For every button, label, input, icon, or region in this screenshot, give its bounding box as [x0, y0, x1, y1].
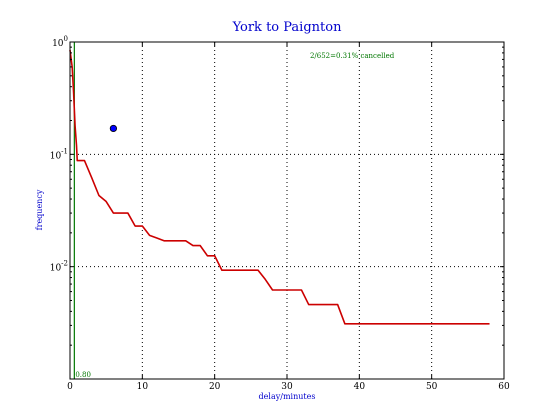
- series-layer: [69, 49, 490, 325]
- y-tick-label: 100: [52, 35, 68, 49]
- x-tick-label: 60: [498, 382, 510, 392]
- y-tick-exponent: 0: [64, 35, 68, 43]
- marker-point: [109, 124, 118, 133]
- x-tick-label: 20: [209, 382, 221, 392]
- grid-layer: [70, 42, 504, 379]
- y-tick-exponent: -1: [61, 147, 68, 155]
- reference-line-label: 0.80: [75, 371, 91, 379]
- x-tick-label: 10: [137, 382, 149, 392]
- y-tick-base: 10: [50, 264, 62, 274]
- x-tick-label: 30: [281, 382, 293, 392]
- y-tick-exponent: -2: [61, 260, 68, 268]
- y-tick-label: 10-1: [50, 147, 68, 161]
- x-tick-label: 40: [354, 382, 366, 392]
- delay-frequency-line: [69, 49, 490, 325]
- y-tick-base: 10: [50, 151, 62, 161]
- ticks-layer: [69, 41, 505, 379]
- x-axis-label: delay/minutes: [259, 392, 316, 401]
- y-axis-label: frequency: [35, 189, 44, 230]
- y-tick-label: 10-2: [50, 260, 68, 274]
- x-tick-label: 50: [426, 382, 438, 392]
- y-tick-base: 10: [52, 39, 64, 49]
- cancelled-annotation: 2/652=0.31% cancelled: [310, 52, 395, 60]
- x-tick-label: 0: [67, 382, 73, 392]
- chart-title: York to Paignton: [232, 20, 343, 35]
